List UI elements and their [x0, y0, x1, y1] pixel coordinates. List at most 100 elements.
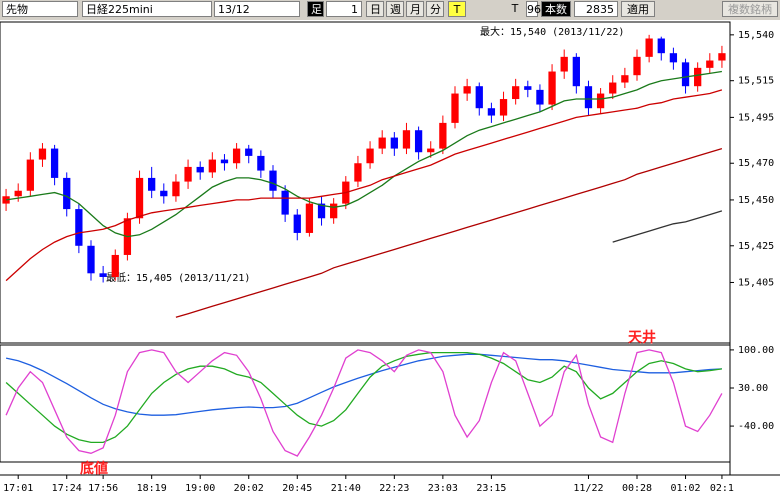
candle-body — [645, 38, 653, 57]
candle-body — [633, 56, 641, 76]
x-tick-label: 18:19 — [137, 483, 167, 494]
candle-body — [269, 170, 277, 191]
x-tick-label: 23:03 — [428, 483, 458, 494]
max-label: 最大：15,540 (2013/11/22) — [480, 25, 624, 38]
month-button[interactable]: 月 — [406, 1, 424, 17]
y-tick-label: 15,540 — [738, 30, 774, 41]
candle-body — [354, 163, 362, 182]
x-tick-label: 02:1 — [710, 483, 734, 494]
candle-body — [184, 166, 192, 182]
top-label: 天井 — [628, 329, 656, 346]
x-tick-label: 11/22 — [573, 483, 603, 494]
y-tick-label: 100.00 — [738, 345, 774, 356]
candle-body — [694, 67, 702, 87]
candle-body — [281, 190, 289, 215]
x-tick-label: 17:24 — [52, 483, 82, 494]
candle-body — [293, 214, 301, 233]
candle-body — [414, 130, 423, 153]
bar-label: 足 — [307, 1, 324, 17]
candle-body — [305, 203, 314, 233]
candle-body — [232, 148, 241, 164]
candle-body — [548, 71, 556, 105]
candle-body — [475, 86, 483, 109]
candle-body — [451, 93, 459, 123]
candle-body — [536, 89, 544, 105]
candle-body — [220, 159, 229, 164]
y-tick-label: 15,470 — [738, 158, 774, 169]
indicator-line — [5, 89, 723, 282]
x-tick-label: 19:00 — [185, 483, 215, 494]
candle-body — [402, 130, 411, 149]
candle-body — [706, 60, 714, 68]
day-button[interactable]: 日 — [366, 1, 384, 17]
candle-body — [245, 148, 253, 156]
y-tick-label: 15,405 — [738, 277, 774, 288]
candle-body — [366, 148, 374, 164]
contract-select[interactable]: 13/12 — [214, 1, 300, 17]
x-tick-label: 21:40 — [331, 483, 361, 494]
multi-button[interactable]: 複数銘柄 — [722, 1, 778, 17]
candle-body — [572, 56, 580, 87]
indicator-line — [5, 351, 722, 444]
min-label: 最低：15,405 (2013/11/21) — [106, 271, 250, 284]
candle-body — [681, 62, 690, 87]
candle-body — [99, 273, 107, 277]
y-tick-label: 30.00 — [738, 383, 768, 394]
candle-body — [499, 99, 508, 116]
bars-input[interactable]: 2835 — [574, 1, 618, 17]
x-tick-label: 20:45 — [282, 483, 312, 494]
x-tick-label: 22:23 — [379, 483, 409, 494]
oscillator-panel — [0, 344, 731, 463]
minute-button[interactable]: 分 — [426, 1, 444, 17]
candle-body — [427, 148, 435, 153]
y-tick-label: 15,495 — [738, 112, 774, 123]
toolbar: 先物 日経225mini 13/12 足 1 日 週 月 分 T T 96 本数… — [0, 0, 780, 20]
candle-body — [172, 181, 180, 197]
y-tick-label: 15,515 — [738, 76, 774, 87]
x-tick-label: 01:02 — [670, 483, 700, 494]
candle-body — [26, 159, 34, 191]
symbol-select[interactable]: 日経225mini — [82, 1, 212, 17]
count-input[interactable]: 96 — [526, 1, 541, 17]
candle-body — [208, 159, 216, 173]
candle-body — [524, 86, 532, 90]
indicator-line — [6, 70, 723, 238]
candle-body — [38, 148, 47, 160]
price-panel — [0, 21, 731, 344]
candle-body — [196, 166, 204, 173]
candle-body — [512, 86, 520, 100]
instrument-select[interactable]: 先物 — [2, 1, 78, 17]
indicator-line — [5, 353, 722, 416]
x-tick-label: 17:01 — [3, 483, 33, 494]
x-tick-label: 17:56 — [88, 483, 118, 494]
apply-button[interactable]: 適用 — [621, 1, 655, 17]
candle-body — [317, 203, 326, 219]
candle-body — [50, 148, 59, 178]
candle-body — [330, 203, 338, 219]
count-label: 本数 — [541, 1, 571, 17]
candle-body — [2, 196, 10, 204]
candle-body — [463, 86, 471, 94]
candle-body — [135, 177, 144, 219]
tick-button[interactable]: T — [448, 1, 466, 17]
candle-body — [378, 137, 386, 149]
candle-body — [160, 190, 168, 197]
candle-body — [439, 122, 447, 149]
bar-size[interactable]: 1 — [326, 1, 362, 17]
indicator-line — [612, 210, 723, 243]
candle-body — [87, 245, 95, 274]
candle-body — [657, 38, 665, 54]
indicator-line — [5, 349, 723, 457]
y-tick-label: 15,425 — [738, 241, 774, 252]
candle-body — [609, 82, 617, 94]
week-button[interactable]: 週 — [386, 1, 404, 17]
x-tick-label: 20:02 — [234, 483, 264, 494]
y-tick-label: 15,450 — [738, 195, 774, 206]
candle-body — [487, 108, 496, 116]
candle-body — [390, 137, 398, 149]
candle-body — [148, 177, 156, 191]
indicator-line — [175, 147, 723, 318]
candle-body — [257, 155, 265, 171]
